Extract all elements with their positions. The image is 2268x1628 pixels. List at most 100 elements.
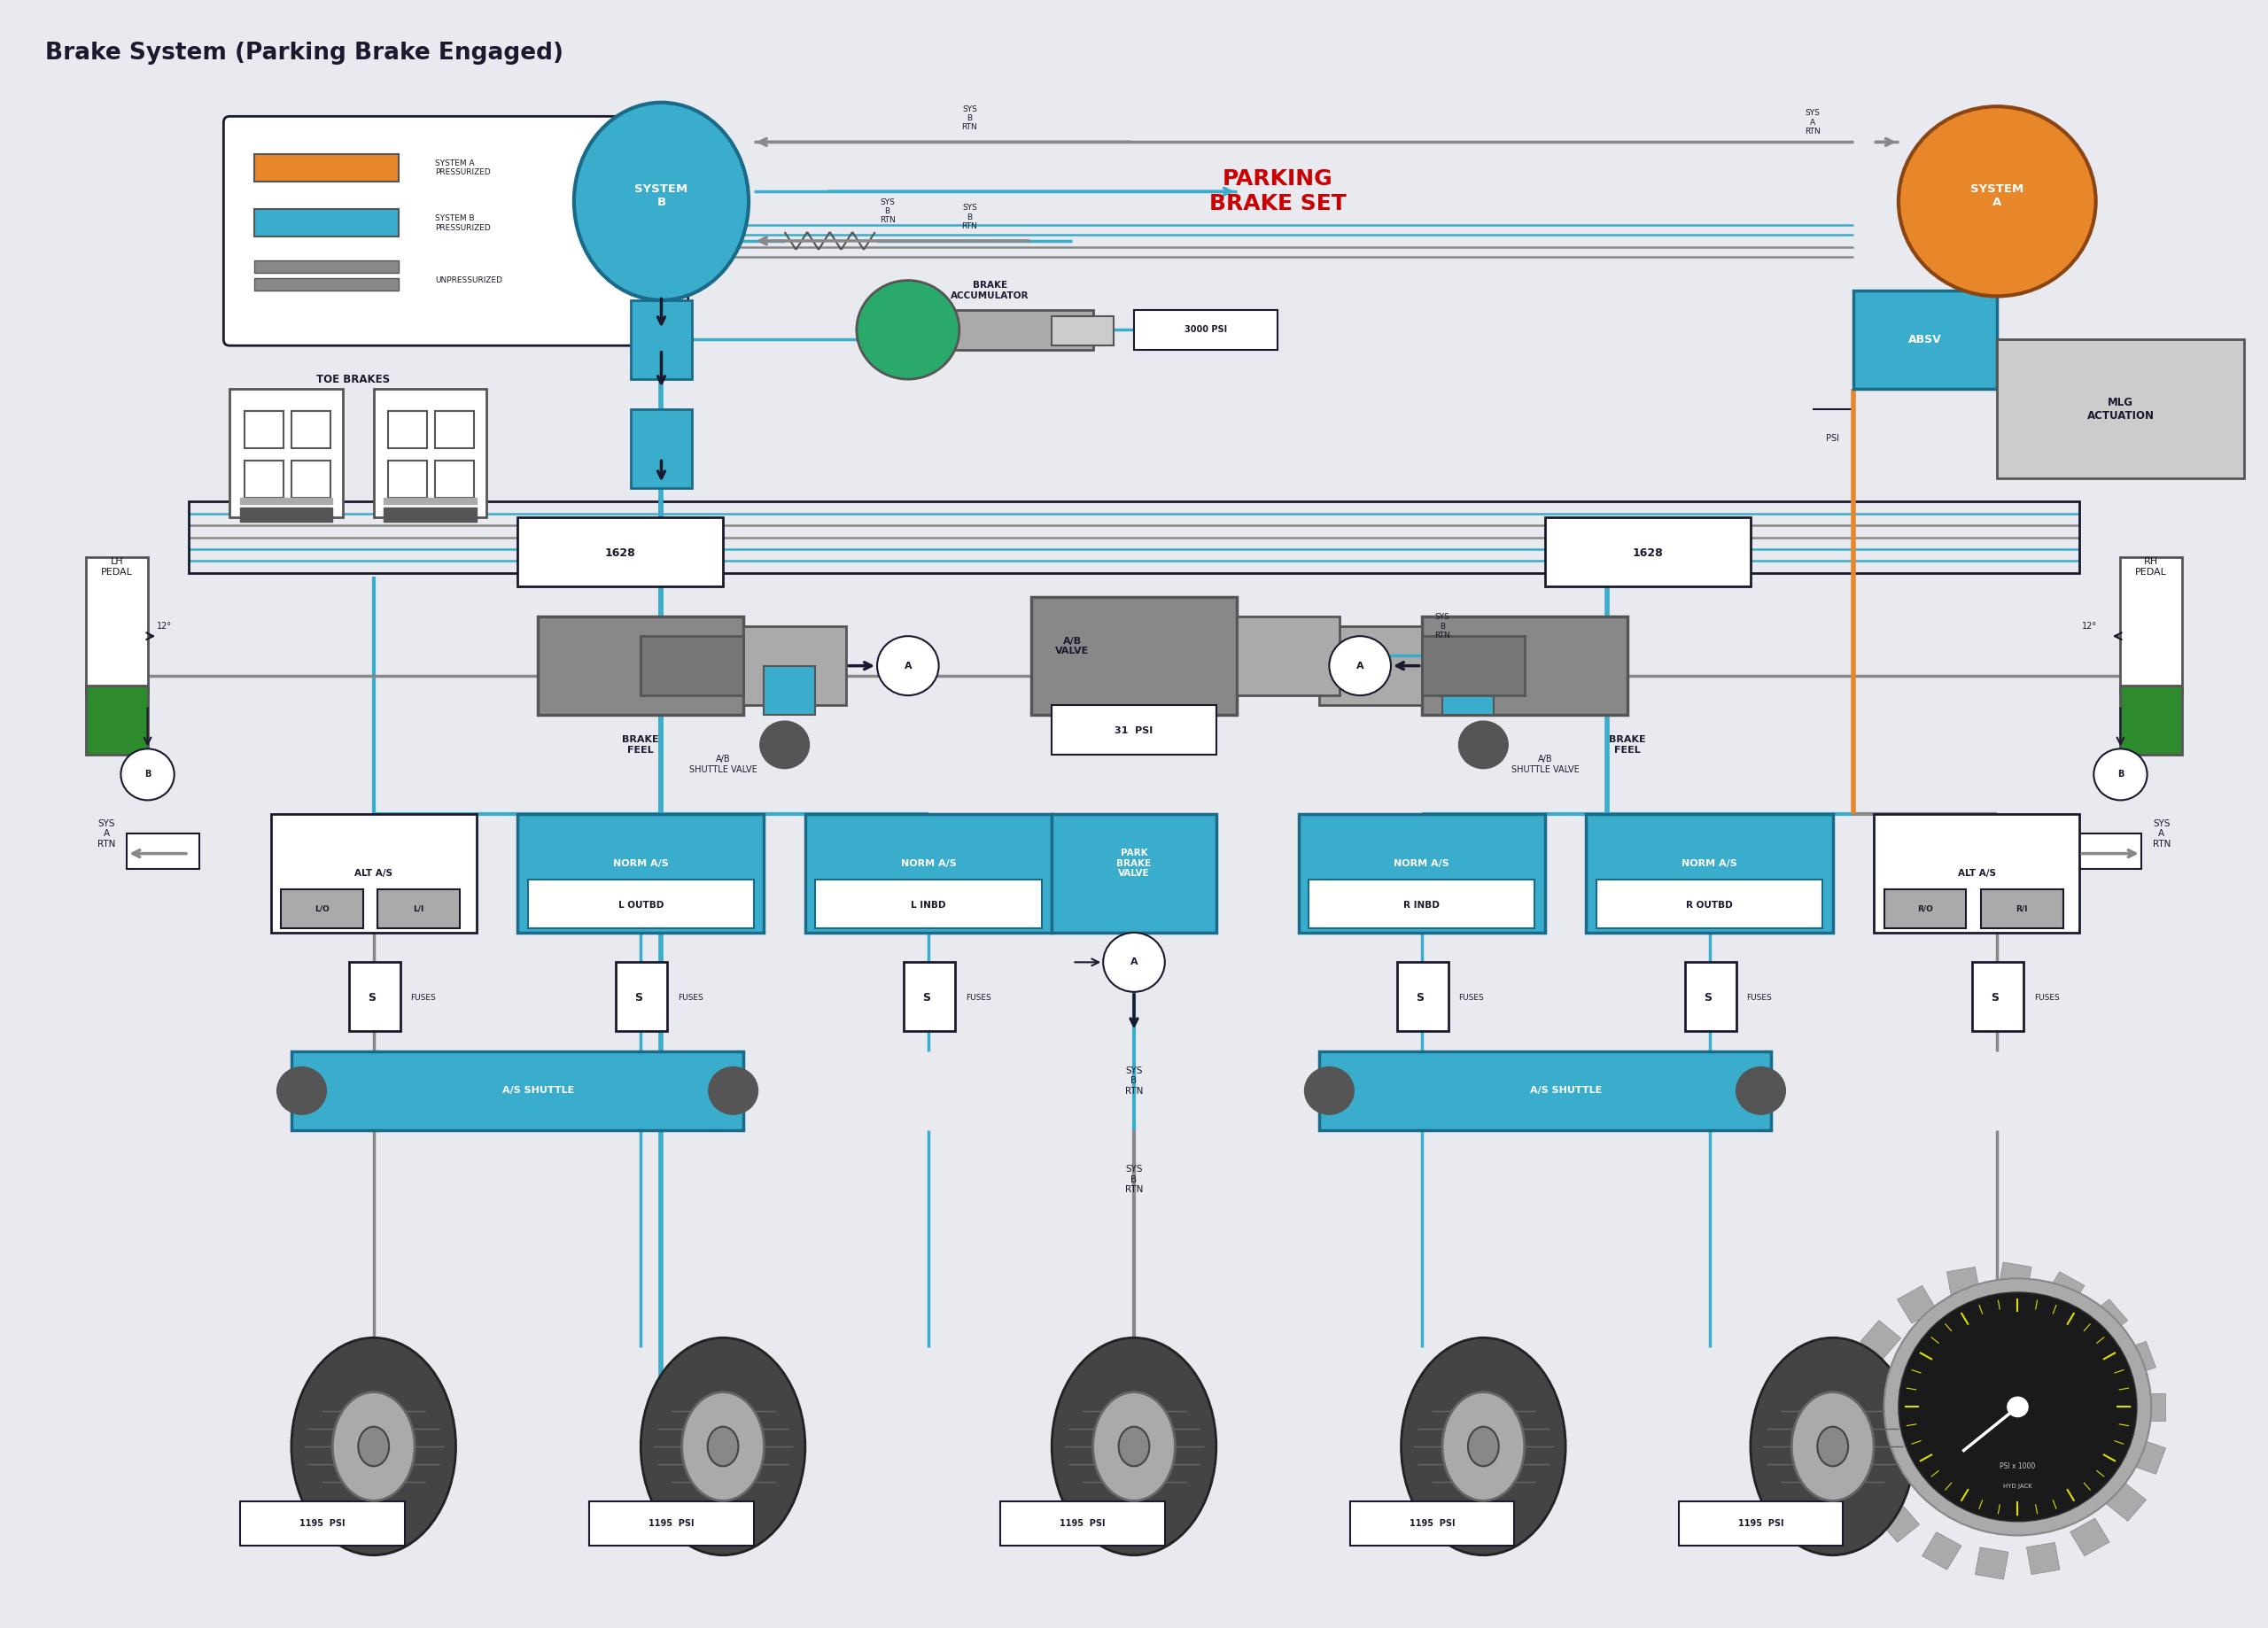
- Text: BRAKE
ACCUMULATOR: BRAKE ACCUMULATOR: [950, 280, 1030, 300]
- FancyBboxPatch shape: [388, 461, 426, 498]
- FancyBboxPatch shape: [1585, 814, 1833, 933]
- Text: FUSES: FUSES: [411, 993, 435, 1001]
- Circle shape: [1898, 1293, 2136, 1522]
- Ellipse shape: [1442, 1392, 1524, 1501]
- Text: Brake System (Parking Brake Engaged): Brake System (Parking Brake Engaged): [45, 42, 562, 65]
- Text: A/B
SHUTTLE VALVE: A/B SHUTTLE VALVE: [1510, 755, 1579, 775]
- Bar: [2071, 1519, 2109, 1556]
- Ellipse shape: [290, 1338, 456, 1555]
- Text: B: B: [2118, 770, 2123, 778]
- FancyBboxPatch shape: [590, 1501, 753, 1545]
- Bar: [1860, 1320, 1901, 1359]
- FancyBboxPatch shape: [388, 410, 426, 448]
- Text: A/B
SHUTTLE VALVE: A/B SHUTTLE VALVE: [689, 755, 758, 775]
- FancyBboxPatch shape: [631, 409, 692, 488]
- FancyBboxPatch shape: [764, 666, 816, 715]
- FancyBboxPatch shape: [1678, 1501, 1844, 1545]
- Text: A: A: [1129, 957, 1139, 967]
- FancyBboxPatch shape: [86, 557, 147, 695]
- Circle shape: [1735, 1066, 1785, 1115]
- Text: 1195  PSI: 1195 PSI: [1059, 1519, 1105, 1529]
- Bar: [2105, 1481, 2146, 1521]
- Text: SYS
A
RTN: SYS A RTN: [98, 819, 116, 848]
- Text: HYD JACK: HYD JACK: [2003, 1483, 2032, 1488]
- Ellipse shape: [708, 1426, 739, 1467]
- Ellipse shape: [1402, 1338, 1565, 1555]
- Bar: [1851, 1465, 1887, 1499]
- FancyBboxPatch shape: [1885, 889, 1966, 928]
- Text: A/S SHUTTLE: A/S SHUTTLE: [1529, 1086, 1601, 1096]
- Circle shape: [760, 721, 810, 768]
- Text: L INBD: L INBD: [912, 900, 946, 910]
- Text: 1195  PSI: 1195 PSI: [1408, 1519, 1454, 1529]
- FancyBboxPatch shape: [1853, 290, 1998, 389]
- Text: L/I: L/I: [413, 905, 424, 913]
- Text: SYSTEM B
PRESSURIZED: SYSTEM B PRESSURIZED: [435, 215, 490, 231]
- FancyBboxPatch shape: [2121, 557, 2182, 695]
- Text: ABSV: ABSV: [1907, 334, 1941, 345]
- FancyBboxPatch shape: [1309, 879, 1535, 928]
- FancyBboxPatch shape: [1545, 518, 1751, 586]
- Text: SYS
B
RTN: SYS B RTN: [962, 204, 978, 230]
- FancyBboxPatch shape: [948, 309, 1093, 350]
- Circle shape: [2007, 1397, 2028, 1416]
- Bar: [2136, 1394, 2166, 1421]
- Circle shape: [2093, 749, 2148, 801]
- Text: BRAKE
FEEL: BRAKE FEEL: [621, 736, 660, 754]
- Bar: [1842, 1368, 1878, 1403]
- FancyBboxPatch shape: [1980, 889, 2064, 928]
- Text: L/O: L/O: [315, 905, 329, 913]
- FancyBboxPatch shape: [374, 389, 488, 518]
- Text: ALT A/S: ALT A/S: [1957, 869, 1996, 877]
- Text: FUSES: FUSES: [2034, 993, 2059, 1001]
- Text: SYSTEM
A: SYSTEM A: [1971, 182, 2023, 208]
- Text: A: A: [905, 661, 912, 671]
- FancyBboxPatch shape: [229, 389, 342, 518]
- Text: SYS
B
RTN: SYS B RTN: [962, 106, 978, 132]
- Text: A: A: [1356, 661, 1363, 671]
- FancyBboxPatch shape: [617, 962, 667, 1032]
- Text: S: S: [1991, 991, 1998, 1003]
- FancyBboxPatch shape: [254, 278, 399, 290]
- Circle shape: [708, 1066, 758, 1115]
- Text: S: S: [1415, 991, 1424, 1003]
- FancyBboxPatch shape: [379, 889, 460, 928]
- FancyBboxPatch shape: [86, 685, 147, 755]
- Text: 1195  PSI: 1195 PSI: [1737, 1519, 1783, 1529]
- Text: 12°: 12°: [156, 622, 172, 630]
- Bar: [1878, 1503, 1919, 1542]
- Text: 12°: 12°: [2082, 622, 2098, 630]
- Ellipse shape: [1817, 1426, 1848, 1467]
- Text: NORM A/S: NORM A/S: [1681, 860, 1737, 868]
- Circle shape: [277, 1066, 327, 1115]
- FancyBboxPatch shape: [1052, 316, 1114, 345]
- Circle shape: [857, 280, 959, 379]
- Bar: [1842, 1421, 1869, 1449]
- FancyBboxPatch shape: [240, 508, 333, 521]
- Text: FUSES: FUSES: [966, 993, 991, 1001]
- FancyBboxPatch shape: [383, 508, 476, 521]
- Bar: [1975, 1547, 2009, 1579]
- FancyBboxPatch shape: [517, 814, 764, 933]
- Bar: [1898, 1286, 1937, 1324]
- Text: NORM A/S: NORM A/S: [1395, 860, 1449, 868]
- FancyBboxPatch shape: [225, 116, 687, 345]
- Bar: [2130, 1439, 2166, 1473]
- FancyBboxPatch shape: [816, 879, 1041, 928]
- Text: SYS
B
RTN: SYS B RTN: [1125, 1166, 1143, 1195]
- FancyBboxPatch shape: [290, 410, 331, 448]
- FancyBboxPatch shape: [1349, 1501, 1515, 1545]
- Ellipse shape: [574, 103, 748, 300]
- Text: PARKING
BRAKE SET: PARKING BRAKE SET: [1209, 169, 1347, 215]
- Text: 1628: 1628: [1633, 547, 1662, 558]
- FancyBboxPatch shape: [127, 834, 200, 869]
- Ellipse shape: [1792, 1392, 1873, 1501]
- Bar: [1946, 1267, 1980, 1299]
- Text: FUSES: FUSES: [1458, 993, 1483, 1001]
- Text: NORM A/S: NORM A/S: [900, 860, 957, 868]
- Text: SYSTEM A
PRESSURIZED: SYSTEM A PRESSURIZED: [435, 160, 490, 176]
- Text: SYS
A
RTN: SYS A RTN: [2152, 819, 2170, 848]
- FancyBboxPatch shape: [1052, 705, 1216, 755]
- Text: SYS
B
RTN: SYS B RTN: [880, 199, 896, 225]
- Ellipse shape: [1118, 1426, 1150, 1467]
